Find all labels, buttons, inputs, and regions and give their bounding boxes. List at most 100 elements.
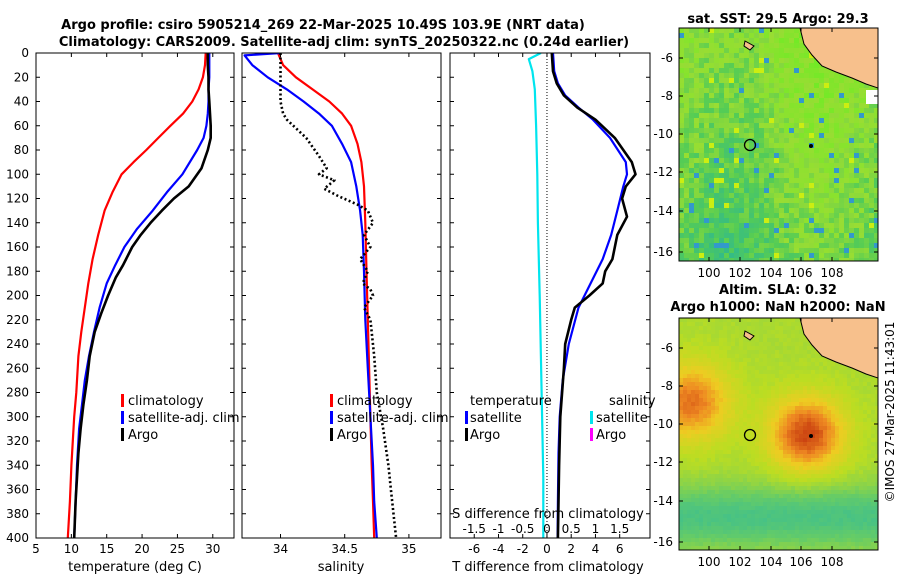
difference-legend: temperature salinity satellite Argo sate… [465,394,656,443]
series-argo [279,53,398,538]
ytick-label: 260 [6,361,29,375]
xtick-label: 30 [205,542,220,556]
island-dot [809,144,813,148]
imos-timestamp: ©IMOS 27-Mar-2025 11:43:01 [883,322,897,503]
series-argo [72,53,212,538]
xtick-top-label: 0.5 [562,522,581,536]
ytick-label: 380 [6,507,29,521]
ytick-label: 300 [6,410,29,424]
legend-swatch-argo [330,428,333,441]
sla-map-panel: Altim. SLA: 0.32 Argo h1000: NaN h2000: … [653,283,885,569]
legend-swatch-satellite [330,411,333,424]
ytick-label: 60 [14,119,29,133]
xtick-label: 4 [592,542,600,556]
legend-header-salinity: salinity [609,394,656,409]
series-satellite-adj-clim [243,53,378,538]
salinity-panel: 34 34.5 35 salinity climatology satellite-… [241,52,449,575]
map-ytick-label: -8 [661,89,673,103]
ytick-label: 240 [6,337,29,351]
xtick-label: 6 [616,542,624,556]
ytick-label: 220 [6,313,29,327]
sst-map-panel: sat. SST: 29.5 Argo: 29.3 100 102 104 106 10… [653,12,879,280]
legend-argo: Argo [128,428,158,443]
map-ytick-label: -10 [653,417,673,431]
map-xtick-label: 104 [760,555,783,569]
map-xtick-label: 100 [698,266,721,280]
legend-temp-argo: Argo [470,428,500,443]
map-ytick-label: -12 [653,455,673,469]
map-ytick-label: -14 [653,204,673,218]
xtick-top-label: -0.5 [511,522,534,536]
map-ytick-label: -14 [653,494,673,508]
legend-swatch-sal-satellite [590,411,593,424]
legend-swatch-climatology [121,394,124,407]
data-gap [866,90,878,104]
xtick-label: 25 [170,542,185,556]
ytick-label: 400 [6,531,29,545]
ytick-label: 100 [6,167,29,181]
island-land [743,40,755,51]
xtick-label: 2 [567,542,575,556]
xtick-label: 15 [99,542,114,556]
ytick-label: 280 [6,386,29,400]
xtick-label: 20 [134,542,149,556]
island-land [743,330,755,341]
map-xtick-label: 102 [729,555,752,569]
temperature-ticks: 0 20 40 60 80 100 120 140 160 180 200 220 240 260 280 3… [6,46,234,556]
legend-climatology: climatology [337,394,413,409]
legend-swatch-temp-satellite [465,411,468,424]
salinity-legend: climatology satellite-adj. clim Argo [330,394,449,443]
map-ytick-label: -6 [661,341,673,355]
xtick-label: 34 [273,542,288,556]
xtick-label: 5 [32,542,40,556]
temperature-legend: climatology satellite-adj. clim Argo [121,394,240,443]
legend-swatch-satellite [121,411,124,424]
series-salinity-satellite [527,53,545,538]
xtick-label: 0 [543,542,551,556]
sst-map-ticks: 100 102 104 106 108 -6 -8 -10 -12 -14 -16 [653,28,878,280]
ytick-label: 20 [14,70,29,84]
legend-header-temperature: temperature [470,394,552,409]
argo-location-marker [743,428,757,442]
xtick-top-label: -1.5 [463,522,486,536]
map-ytick-label: -12 [653,165,673,179]
map-xtick-label: 106 [790,555,813,569]
ytick-label: 120 [6,192,29,206]
map-xtick-label: 104 [760,266,783,280]
sla-map-ticks: 100 102 104 106 108 -6 -8 -10 -12 -14 -16 [653,318,878,569]
map-ytick-label: -16 [653,245,673,259]
sst-heatmap [679,28,878,261]
sumatra-java-land [799,28,878,89]
ytick-label: 320 [6,434,29,448]
legend-satellite: satellite-adj. clim [128,411,240,426]
xtick-label: 10 [64,542,79,556]
map-ytick-label: -16 [653,535,673,549]
difference-ticks: -6 -4 -2 0 2 4 6 -1.5 -1 -0.5 0 0.5 1 1.5 [450,52,650,556]
sla-heatmap [679,318,878,550]
sla-map-title-1: Altim. SLA: 0.32 [719,283,837,298]
salinity-xlabel: salinity [318,560,365,575]
ytick-label: 40 [14,95,29,109]
salinity-lines [243,53,398,538]
temperature-lines [66,53,212,538]
ytick-label: 0 [21,46,29,60]
map-xtick-label: 100 [698,555,721,569]
series-temperature-argo [550,53,637,538]
map-xtick-label: 108 [821,555,844,569]
xtick-label: -4 [493,542,505,556]
difference-lines [527,53,637,538]
legend-satellite: satellite-adj. clim [337,411,449,426]
xtick-label: 35 [401,542,416,556]
xtick-top-label: -1 [493,522,505,536]
xtick-top-label: 1.5 [610,522,629,536]
map-ytick-label: -10 [653,127,673,141]
ytick-label: 80 [14,143,29,157]
legend-swatch-argo [121,428,124,441]
ytick-label: 160 [6,240,29,254]
temperature-panel: 0 20 40 60 80 100 120 140 160 180 200 220 240 260 280 3… [6,46,240,575]
sla-map-title-2: Argo h1000: NaN h2000: NaN [670,300,885,315]
ytick-label: 180 [6,264,29,278]
legend-sal-satellite: satellite [596,411,648,426]
map-ytick-label: -6 [661,51,673,65]
